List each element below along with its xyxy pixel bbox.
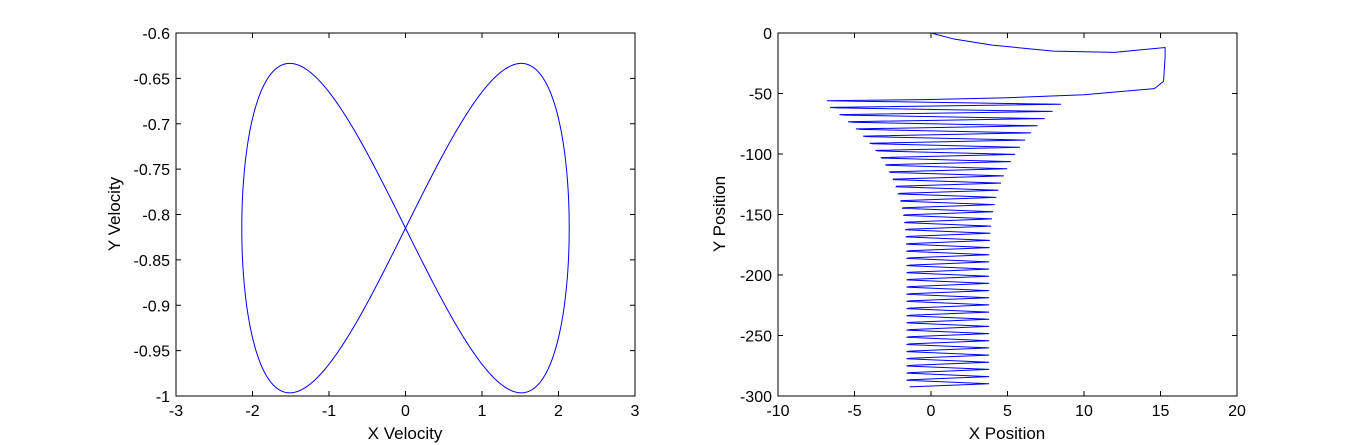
velocity-y-tick-label: -0.6: [142, 26, 170, 43]
position-y-tick-label: -300: [740, 389, 772, 406]
position-axes-box: [777, 32, 1238, 397]
position-x-axis-ticks: -10 -5 0 5 10 15 20: [766, 33, 1246, 420]
position-y-tick-label: -100: [740, 147, 772, 164]
velocity-subplot: -3 -2 -1 0 1 2 3 -0.6-0.65-0.7-0.75-0.8-0.85-0…: [105, 26, 640, 443]
velocity-x-tick-label: -3: [169, 403, 183, 420]
position-x-tick-label: 10: [1075, 403, 1093, 420]
velocity-y-tick-label: -0.9: [142, 298, 170, 315]
velocity-x-tick-label: -2: [245, 403, 259, 420]
velocity-x-tick-label: 3: [631, 403, 640, 420]
position-x-tick-label: 20: [1228, 403, 1246, 420]
velocity-y-tick-label: -1: [156, 389, 170, 406]
velocity-y-tick-label: -0.7: [142, 117, 170, 134]
velocity-y-tick-label: -0.75: [134, 162, 171, 179]
position-x-tick-label: -10: [766, 403, 789, 420]
velocity-x-tick-label: 1: [478, 403, 487, 420]
velocity-y-tick-label: -0.95: [134, 344, 171, 361]
position-x-tick-label: -5: [847, 403, 861, 420]
velocity-y-axis-ticks: -0.6 -0.65 -0.7 -0.75 -0.8 -0.85 -0.9 -0.95 -1: [134, 26, 635, 406]
position-y-tick-label: -50: [749, 87, 772, 104]
position-y-axis-ticks: 0 -50 -100 -150 -200 -250 -300: [740, 26, 1237, 406]
position-subplot: -10 -5 0 5 10 15 20 0-50-100-150-200-250-300 X…: [710, 26, 1246, 443]
velocity-y-tick-label: -0.85: [134, 253, 171, 270]
position-y-tick-label: -200: [740, 268, 772, 285]
position-x-axis-label: X Position: [969, 424, 1046, 443]
velocity-y-tick-label: -0.8: [142, 208, 170, 225]
velocity-y-tick-label: -0.65: [134, 71, 171, 88]
velocity-y-axis-label: Y Velocity: [105, 176, 124, 251]
velocity-x-tick-label: -1: [322, 403, 336, 420]
position-y-tick-label: 0: [763, 26, 772, 43]
velocity-curve: [241, 62, 570, 394]
position-x-tick-label: 15: [1152, 403, 1170, 420]
velocity-x-tick-label: 0: [401, 403, 410, 420]
position-x-tick-label: 5: [1003, 403, 1012, 420]
position-y-axis-label: Y Position: [710, 176, 729, 252]
position-y-tick-label: -150: [740, 208, 772, 225]
position-y-tick-label: -250: [740, 329, 772, 346]
velocity-axes-box: [175, 32, 636, 397]
velocity-x-axis-ticks: -3 -2 -1 0 1 2 3: [169, 33, 640, 420]
position-x-tick-label: 0: [927, 403, 936, 420]
velocity-x-tick-label: 2: [554, 403, 563, 420]
velocity-x-axis-label: X Velocity: [368, 424, 443, 443]
position-trajectory: [826, 32, 1166, 388]
